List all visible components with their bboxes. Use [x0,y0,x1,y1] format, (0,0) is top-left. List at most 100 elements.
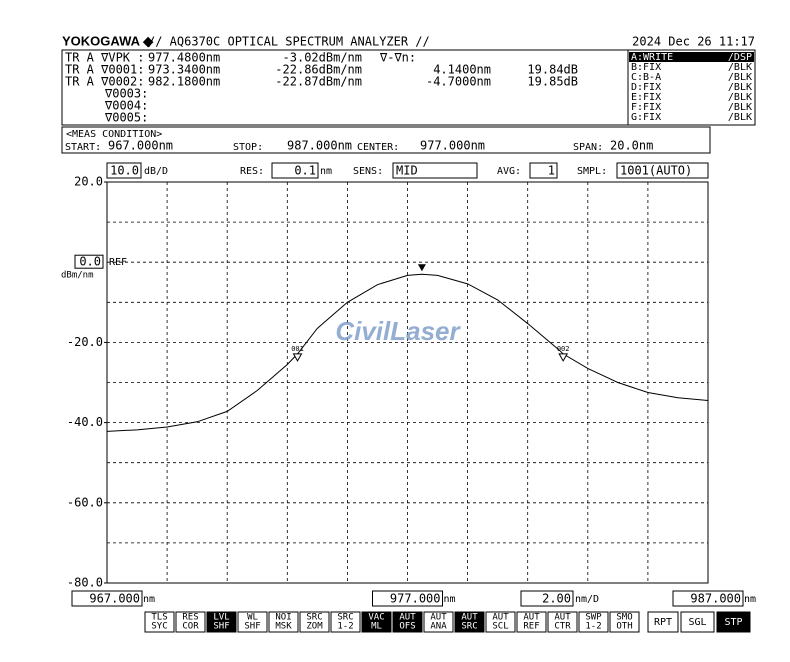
peak-marker [417,264,426,272]
x-unit: nm [744,594,756,605]
meas-box [61,126,711,154]
button[interactable] [547,611,578,633]
trace-mode: /BLK [728,102,752,113]
setting-label: SMPL: [577,166,607,177]
button[interactable] [516,611,547,633]
button-label: ANA [430,622,447,632]
button-label: AUT [430,613,447,623]
button-label: SGL [688,617,706,628]
button[interactable] [485,611,516,633]
button-label: STP [724,617,742,628]
trace-mode: /BLK [728,112,752,123]
marker-wl: 982.1800nm [148,75,220,89]
trace-name: G:FIX [631,112,661,123]
trace-mode: /BLK [728,92,752,103]
span-div-unit: nm/D [575,594,599,605]
button-label: WL [247,613,258,623]
trace-name: C:B-A [631,72,661,83]
button[interactable] [454,611,485,633]
button-label: SHF [213,622,229,632]
button[interactable] [330,611,361,633]
marker-wl: 973.3400nm [148,63,220,77]
watermark: CivilLaser [335,316,461,346]
setting-box [616,162,709,179]
setting-value: 1 [548,164,555,178]
trace-box [627,49,756,126]
trace-name: D:FIX [631,82,661,93]
marker-box [61,49,629,126]
x-tick-label: 967.000 [89,592,140,606]
button-label: CTR [554,622,571,632]
trace-mode: /BLK [728,62,752,73]
button[interactable] [175,611,206,633]
meas-label: STOP: [233,142,263,153]
setting-box [271,162,319,179]
button-label: SHF [244,622,260,632]
marker-label: 001 [291,345,304,353]
setting-unit: dB/D [144,166,168,177]
y-unit: dBm/nm [61,271,94,281]
marker [558,353,569,362]
button[interactable] [609,611,640,633]
button-label: 1-2 [337,622,353,632]
setting-value: 0.1 [294,164,316,178]
meas-value: 977.000nm [420,139,485,153]
trace-name: B:FIX [631,62,661,73]
marker-diff-db: 19.84dB [527,63,578,77]
button[interactable] [392,611,423,633]
x-tick-label: 977.000 [390,592,441,606]
button-label: SRC [337,613,353,623]
marker-level: -3.02dBm/nm [283,51,362,65]
setting-box [529,162,558,179]
setting-box [106,162,142,179]
button-label: 1-2 [585,622,601,632]
brand: YOKOGAWA ◆ [62,33,154,48]
marker-label: TR A ∇0002: [65,75,144,89]
button-label: COR [182,622,199,632]
button-label: VAC [368,613,384,623]
button[interactable] [647,611,679,633]
setting-label: RES: [240,166,264,177]
button-label: TLS [151,613,167,623]
marker-label: TR A ∇0001: [65,63,144,77]
button-label: OFS [399,622,415,632]
meas-value: 987.000nm [287,139,352,153]
button[interactable] [578,611,609,633]
marker-label: ∇0004: [104,99,148,113]
button[interactable] [423,611,454,633]
footer-box [520,590,574,607]
button-label: SMO [616,613,632,623]
meas-title: <MEAS CONDITION> [66,129,162,140]
setting-unit: nm [320,166,332,177]
trace-line [106,273,709,432]
button[interactable] [361,611,392,633]
button[interactable] [680,611,715,633]
meas-label: CENTER: [357,142,399,153]
button-label: AUT [523,613,540,623]
button[interactable] [299,611,330,633]
setting-label: SENS: [353,166,383,177]
button-label: AUT [461,613,478,623]
meas-value: 967.000nm [108,139,173,153]
y-tick-label: 20.0 [74,175,103,189]
button-label: LVL [213,613,229,623]
ref-text: REF [109,257,127,268]
ref-box [74,254,104,269]
button-label: AUT [492,613,509,623]
button[interactable] [237,611,268,633]
marker-diff-wl: -4.7000nm [426,75,491,89]
datetime: 2024 Dec 26 11:17 [632,35,755,49]
button-label: NOI [275,613,291,623]
button[interactable] [268,611,299,633]
x-tick-box [372,590,443,607]
button-label: SWP [585,613,602,623]
button-label: MSK [275,622,292,632]
meas-label: START: [65,142,101,153]
button[interactable] [716,611,751,633]
button[interactable] [206,611,237,633]
marker-label: ∇0005: [104,111,148,125]
button-label: RPT [654,617,672,628]
trace-name: E:FIX [631,92,661,103]
button[interactable] [144,611,175,633]
